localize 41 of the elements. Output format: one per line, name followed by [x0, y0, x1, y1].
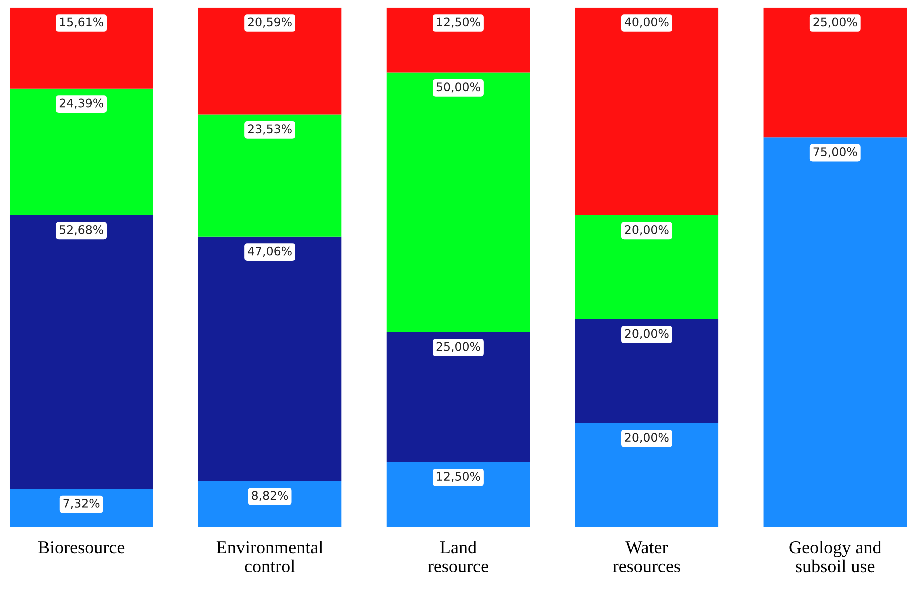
- bar: [386, 332, 530, 462]
- bar: [198, 236, 342, 482]
- x-tick-label: Water resources: [613, 542, 680, 573]
- data-label: 75,00%: [814, 148, 858, 158]
- data-label: 47,06%: [248, 246, 292, 257]
- bar: [198, 114, 342, 237]
- data-label: 50,00%: [436, 82, 480, 93]
- bar: [10, 216, 154, 490]
- bar: [10, 489, 154, 528]
- data-label: 20,59%: [248, 18, 292, 28]
- data-label: 20,00%: [625, 225, 669, 236]
- data-label: 15,61%: [60, 18, 104, 28]
- data-label: 23,53%: [248, 124, 292, 135]
- data-label: 8,82%: [252, 491, 288, 502]
- bar: [575, 8, 719, 216]
- bar: [575, 319, 719, 424]
- bar: [575, 423, 719, 528]
- x-tick-label: Environmental control: [216, 540, 324, 573]
- bar: [10, 8, 154, 89]
- data-label: 25,00%: [436, 342, 480, 352]
- data-label: 20,00%: [625, 329, 669, 340]
- data-label: 20,00%: [625, 433, 669, 444]
- x-tick-label: Geology and subsoil use: [790, 540, 882, 573]
- x-tick-label: Land resource: [428, 540, 488, 573]
- x-tick-label: Bioresource: [38, 542, 125, 554]
- data-label: 24,39%: [60, 98, 104, 109]
- bar: [198, 8, 342, 115]
- data-label: 12,50%: [437, 472, 480, 482]
- bar: [764, 138, 907, 528]
- data-label: 7,32%: [64, 499, 100, 510]
- data-label: 40,00%: [625, 18, 669, 28]
- data-label: 25,00%: [814, 18, 858, 28]
- bar: [386, 462, 530, 528]
- bar: [764, 8, 907, 138]
- bar: [575, 216, 719, 320]
- bar: [386, 72, 530, 332]
- data-label: 12,50%: [437, 18, 480, 28]
- bar: [198, 481, 342, 528]
- bar: [386, 8, 530, 73]
- bar: [10, 88, 154, 216]
- data-label: 52,68%: [60, 225, 104, 236]
